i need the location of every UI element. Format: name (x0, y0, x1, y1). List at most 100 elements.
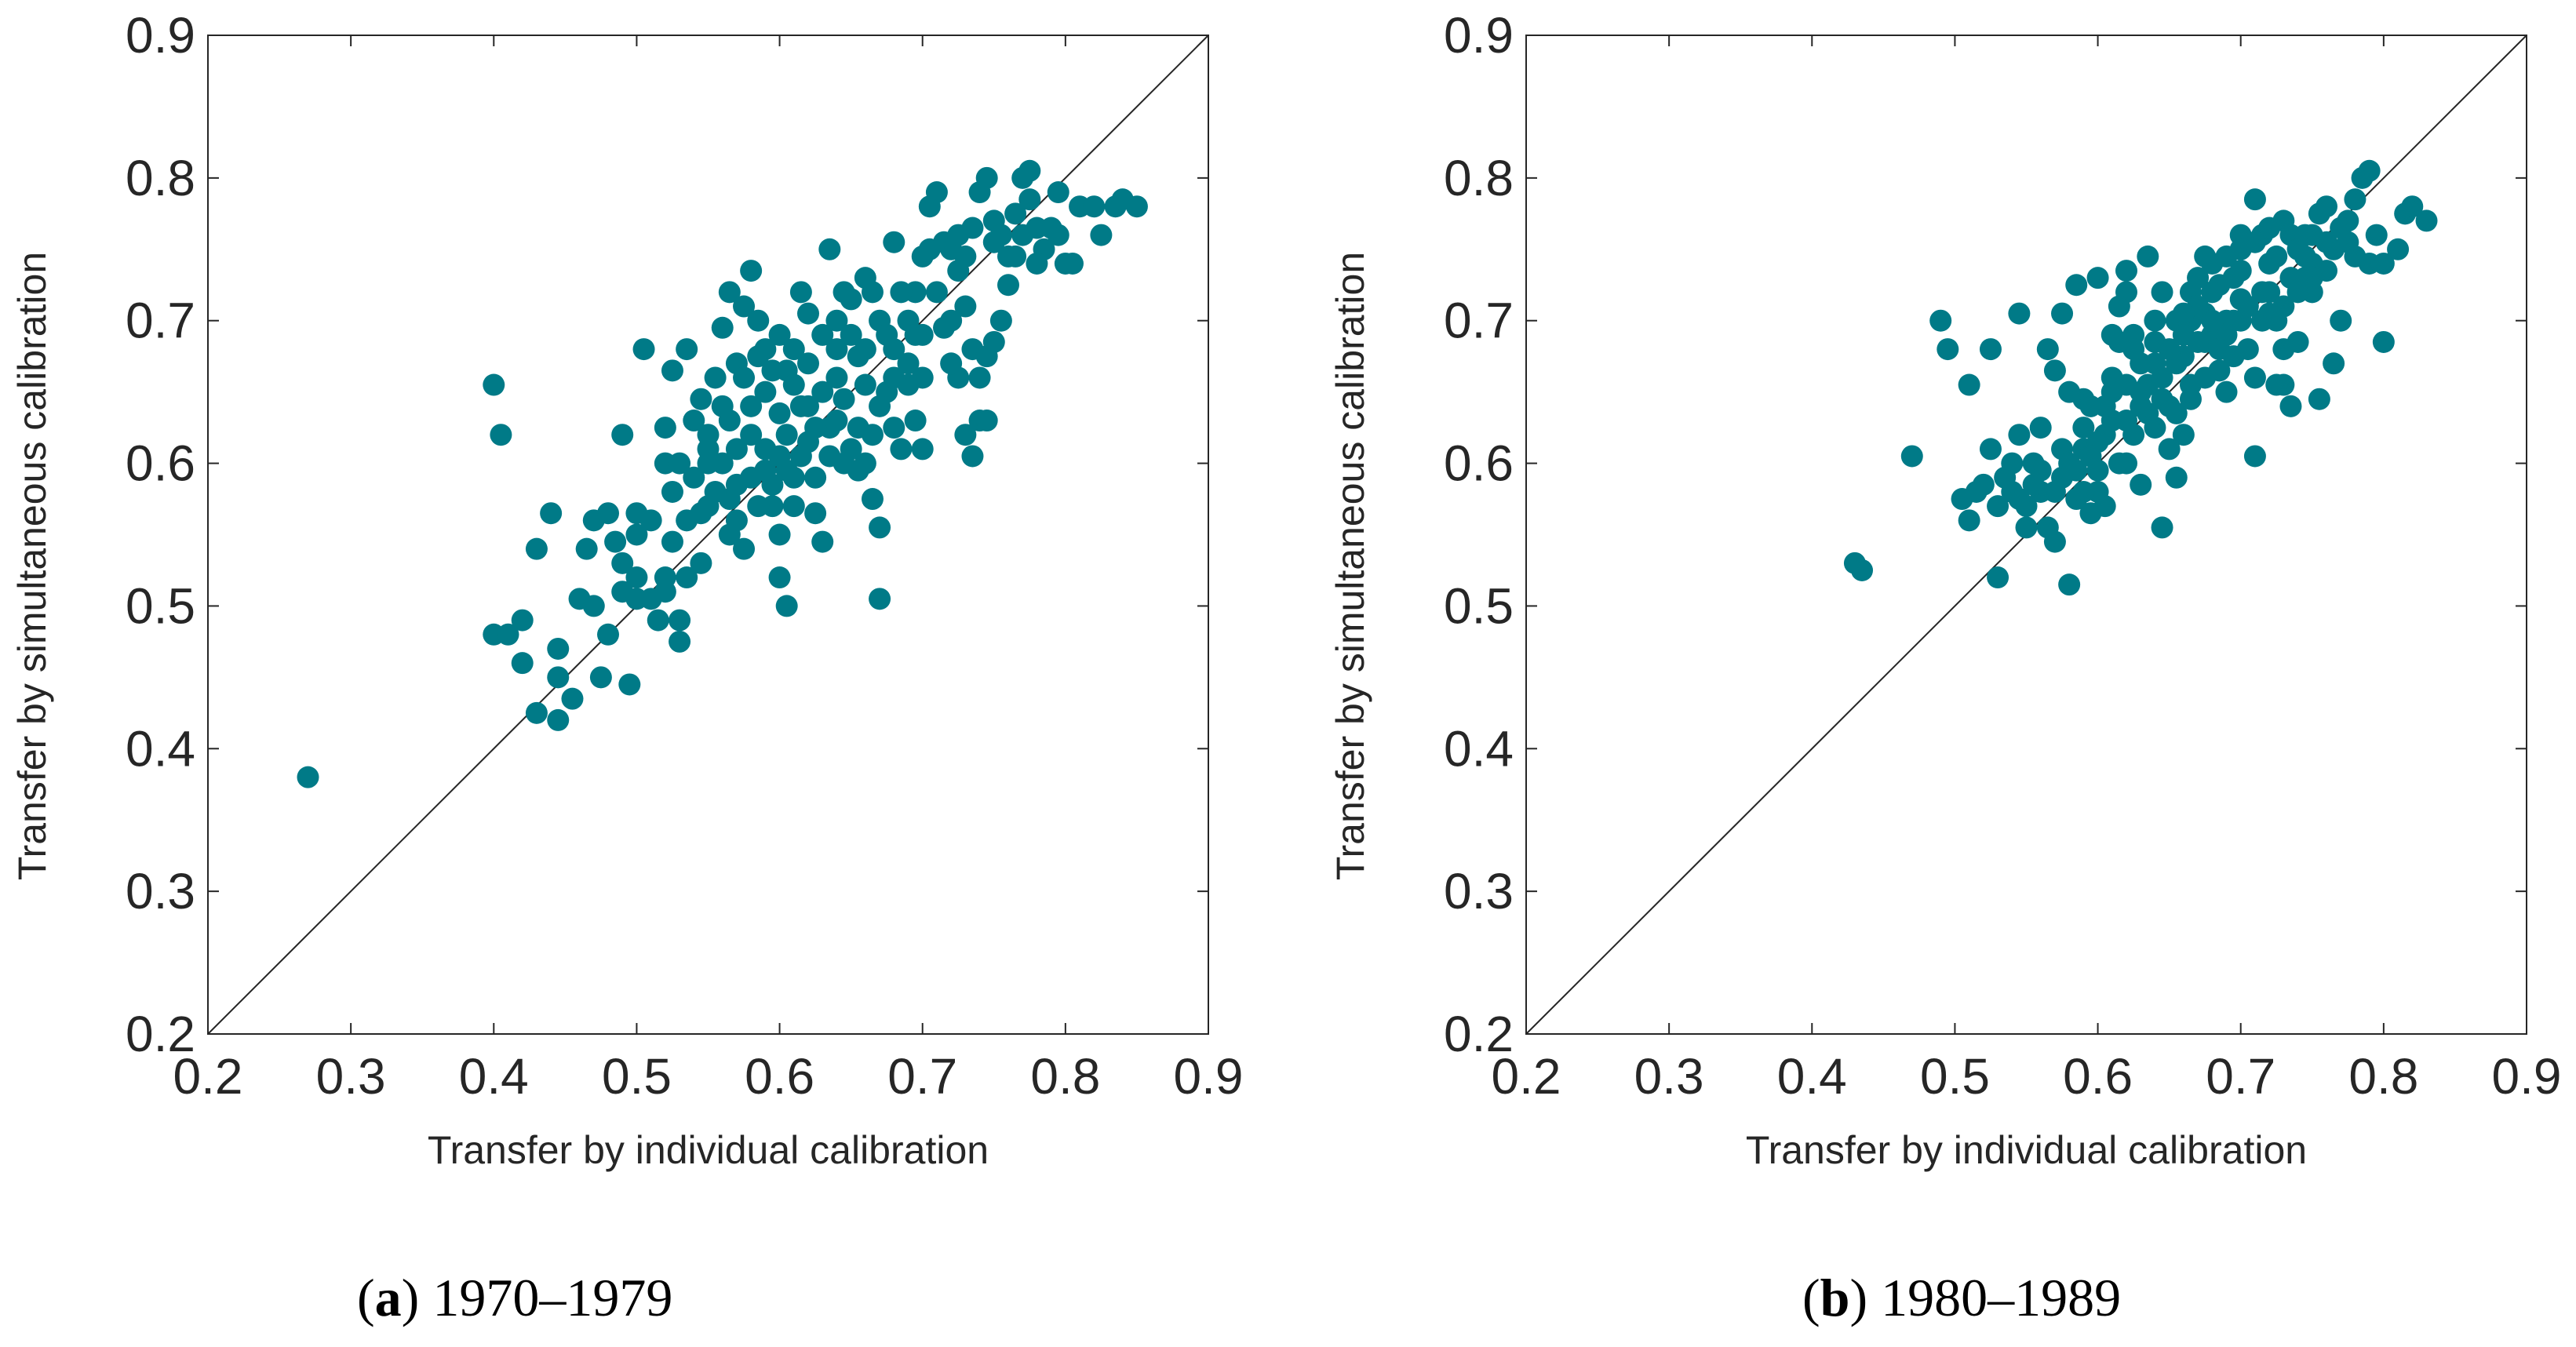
data-point (561, 687, 584, 710)
data-point (697, 452, 720, 475)
data-point (975, 410, 998, 432)
data-point (2251, 281, 2274, 304)
data-point (2387, 238, 2410, 260)
x-tick-label: 0.8 (1030, 1048, 1100, 1105)
y-axis-label: Transfer by simultaneous calibration (1328, 252, 1372, 880)
data-point (547, 708, 570, 731)
data-point (947, 260, 970, 282)
data-point (904, 323, 927, 346)
data-point (1929, 309, 1952, 332)
x-tick-label: 0.6 (745, 1048, 814, 1105)
data-point (525, 537, 548, 560)
data-point (740, 260, 763, 282)
y-tick-label: 0.9 (1444, 7, 1514, 64)
data-point (2372, 252, 2395, 275)
data-point (2051, 302, 2074, 325)
data-point (597, 623, 619, 646)
data-point (2243, 445, 2266, 468)
data-point (676, 338, 698, 361)
data-point (954, 424, 977, 446)
data-point (2079, 445, 2102, 468)
data-point (697, 424, 720, 446)
data-point (782, 495, 805, 518)
x-tick-label: 0.7 (887, 1048, 957, 1105)
data-point (1900, 445, 1923, 468)
data-point (911, 438, 934, 461)
data-point (676, 566, 698, 589)
data-point (511, 609, 534, 632)
data-point (1083, 195, 1106, 218)
data-point (2029, 417, 2052, 439)
data-point (1937, 338, 1959, 361)
data-point (654, 417, 676, 439)
data-point (2093, 495, 2116, 518)
data-point (754, 380, 777, 403)
data-point (2265, 373, 2288, 396)
data-point (625, 523, 648, 546)
data-point (2043, 480, 2066, 503)
data-point (775, 595, 798, 617)
x-tick-label: 0.3 (316, 1048, 386, 1105)
data-point (547, 666, 570, 689)
y-tick-label: 0.2 (1444, 1006, 1514, 1062)
x-tick-label: 0.4 (1777, 1048, 1847, 1105)
data-point (2115, 452, 2137, 475)
data-point (2315, 260, 2337, 282)
data-point (2258, 217, 2281, 239)
data-point (2294, 224, 2316, 246)
data-point (2158, 338, 2181, 361)
data-point (2072, 480, 2095, 503)
data-point (968, 366, 991, 389)
data-point (2043, 359, 2066, 382)
data-point (669, 452, 691, 475)
data-point (804, 417, 827, 439)
data-point (2286, 281, 2309, 304)
data-point (1125, 195, 1148, 218)
data-point (804, 466, 827, 489)
panel-b-scatter-chart: 0.2 0.3 0.4 0.5 0.6 0.7 0.8 0.9 0.2 0.3 0.4 0.5 0.6 0… (1328, 7, 2561, 1172)
data-point (2243, 188, 2266, 211)
data-point (2415, 209, 2438, 232)
identity-reference-line (207, 35, 1209, 1035)
data-point (2008, 302, 2031, 325)
data-point (2372, 330, 2395, 353)
data-point (2008, 424, 2031, 446)
data-point (1090, 224, 1113, 246)
data-point (2065, 274, 2088, 297)
data-point (611, 424, 634, 446)
data-point (1958, 509, 1980, 532)
data-point (2036, 338, 2059, 361)
data-point (690, 388, 712, 410)
data-point (2344, 245, 2366, 268)
data-point (825, 366, 848, 389)
data-point (989, 309, 1012, 332)
data-point (597, 502, 619, 525)
data-point (840, 288, 862, 311)
data-point (861, 424, 884, 446)
data-point (2344, 188, 2366, 211)
data-point (883, 231, 905, 253)
data-point (840, 323, 862, 346)
data-point (869, 395, 891, 417)
data-point (2072, 417, 2095, 439)
data-point (2272, 295, 2295, 318)
data-point (1004, 245, 1027, 268)
y-tick-label: 0.9 (126, 7, 195, 64)
data-point (1987, 495, 2009, 518)
caption-panel-b-text: 1980–1989 (1881, 1268, 2122, 1327)
y-tick-label: 0.6 (1444, 435, 1514, 492)
caption-panel-a-letter: a (374, 1268, 402, 1327)
data-point (1018, 188, 1041, 211)
data-point (618, 673, 641, 696)
x-tick-label: 0.4 (459, 1048, 529, 1105)
data-point (2165, 466, 2188, 489)
data-point (1026, 252, 1048, 275)
data-point (704, 480, 727, 503)
data-point (525, 701, 548, 724)
data-point (740, 466, 763, 489)
data-point (2243, 366, 2266, 389)
data-point (740, 395, 763, 417)
data-point (511, 652, 534, 675)
data-point (861, 488, 884, 511)
